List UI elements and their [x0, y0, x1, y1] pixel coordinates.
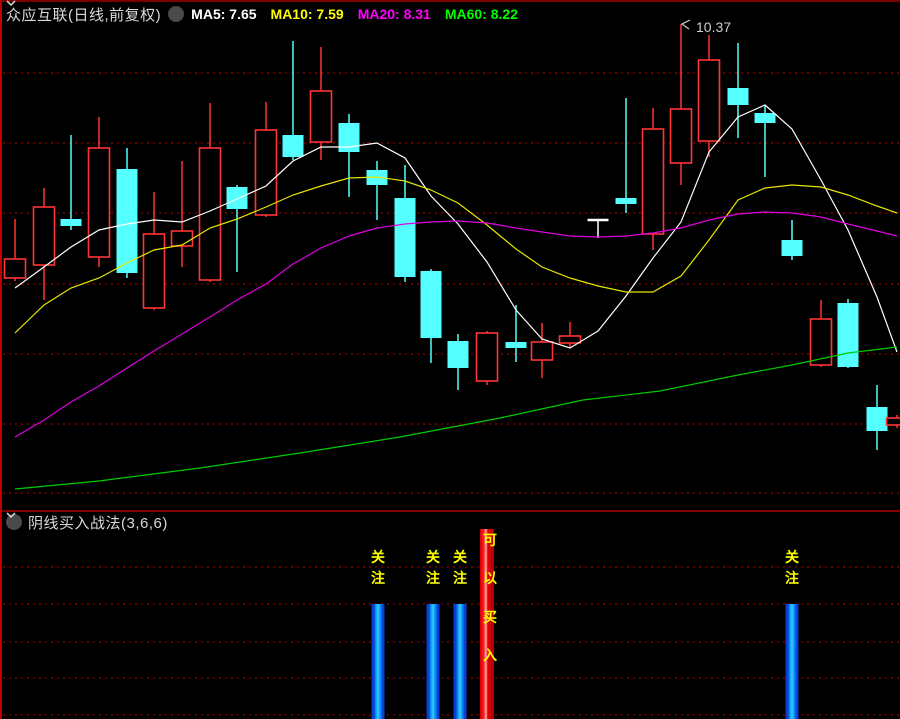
price-annotation: 10.37 — [696, 19, 731, 35]
signal-bar-watch — [785, 604, 799, 719]
chevron-down-icon[interactable] — [6, 0, 185, 22]
main-panel-header: 众应互联(日线,前复权) MA5: 7.65 MA10: 7.59 MA20: 8.… — [6, 0, 518, 28]
signal-bar-watch — [371, 604, 385, 719]
chevron-down-icon[interactable] — [6, 512, 22, 530]
ma-value-labels: MA5: 7.65 MA10: 7.59 MA20: 8.31 MA60: 8.22 — [191, 6, 518, 22]
signal-bar-watch — [426, 604, 440, 719]
indicator-title: 阴线买入战法(3,6,6) — [28, 514, 168, 532]
ma-label: MA20: 8.31 — [357, 6, 431, 22]
ma-label: MA60: 8.22 — [444, 6, 518, 22]
ma-label: MA10: 7.59 — [270, 6, 344, 22]
ma-label: MA5: 7.65 — [191, 6, 257, 22]
signal-bar-watch — [453, 604, 467, 719]
stock-title: 众应互联(日线,前复权) — [6, 6, 162, 24]
indicator-panel-header: 阴线买入战法(3,6,6) — [6, 512, 168, 532]
signal-bar-buy — [480, 529, 494, 719]
